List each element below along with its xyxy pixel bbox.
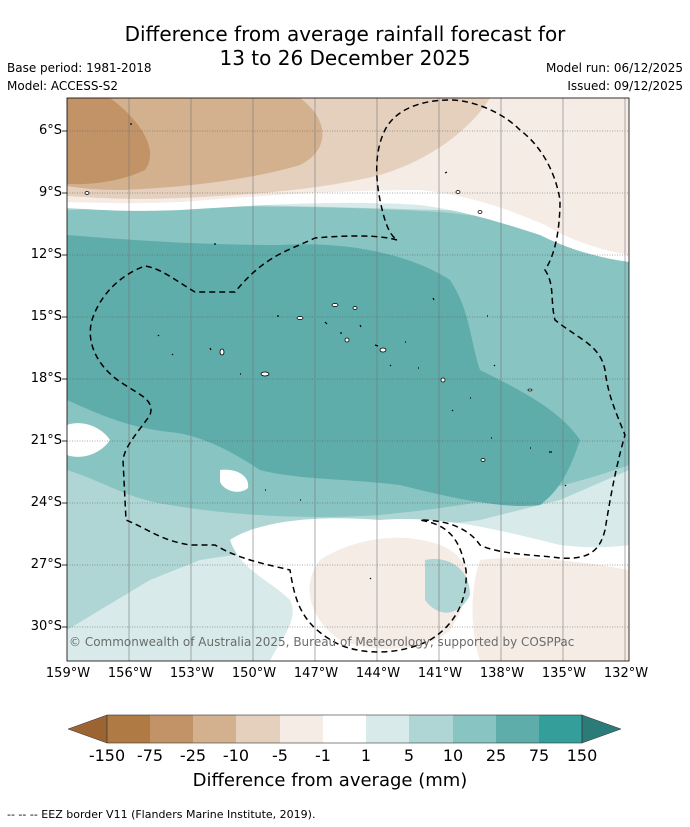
title-line-2: 13 to 26 December 2025	[219, 46, 471, 70]
colorbar-bin	[150, 715, 193, 743]
model-run: Model run: 06/12/2025	[545, 61, 683, 75]
graticule	[67, 130, 629, 628]
colorbar-bin	[366, 715, 409, 743]
colorbar-tick: 5	[403, 746, 415, 765]
colorbar-tick: 1	[360, 746, 372, 765]
colorbar-bin	[453, 715, 496, 743]
map-title: Difference from average rainfall forecas…	[0, 22, 690, 70]
lon-label: 153°W	[169, 666, 215, 681]
lat-label: 6°S	[38, 123, 62, 138]
colorbar-bin	[236, 715, 280, 743]
lon-label: 147°W	[293, 666, 339, 681]
colorbar-extend-high	[581, 714, 622, 744]
map-frame	[66, 97, 630, 662]
colorbar-label: Difference from average (mm)	[192, 770, 468, 791]
field-minus75-to-minus25	[67, 98, 151, 185]
lat-label: 12°S	[30, 247, 62, 262]
lat-label: 9°S	[38, 185, 62, 200]
title-line-1: Difference from average rainfall forecas…	[124, 22, 566, 46]
colorbar-bin	[409, 715, 453, 743]
islands	[84, 190, 533, 462]
map-plot-area	[67, 98, 629, 661]
colorbar-tick: -5	[272, 746, 288, 765]
eez-border	[89, 99, 626, 653]
colorbar-bin	[280, 715, 323, 743]
colorbar-tick: -10	[222, 746, 250, 765]
issued-date: Issued: 09/12/2025	[567, 79, 683, 93]
lat-label: 27°S	[30, 557, 62, 572]
base-period: Base period: 1981-2018	[7, 61, 152, 75]
field-near-zero-island	[220, 469, 249, 492]
atolls	[130, 123, 567, 580]
field-minus5-to-minus1-se	[472, 557, 629, 661]
colorbar	[67, 714, 622, 744]
colorbar-bin	[539, 715, 582, 743]
field-near-zero-sw	[67, 423, 110, 457]
lon-label: 141°W	[417, 666, 463, 681]
lat-label: 15°S	[30, 309, 62, 324]
lat-label: 30°S	[30, 619, 62, 634]
colorbar-bin	[193, 715, 236, 743]
colorbar-tick: -1	[315, 746, 331, 765]
lat-label: 21°S	[30, 433, 62, 448]
colorbar-tick: 75	[528, 746, 550, 765]
meta-right: Model run: 06/12/2025 Issued: 09/12/2025	[546, 59, 683, 95]
model-name: Model: ACCESS-S2	[7, 79, 119, 93]
colorbar-tick: -150	[88, 746, 126, 765]
lon-label: 138°W	[479, 666, 525, 681]
field-25-to-75	[67, 235, 580, 506]
field-wet-pocket-south	[425, 559, 470, 613]
lon-label: 135°W	[541, 666, 587, 681]
lat-label: 24°S	[30, 495, 62, 510]
colorbar-tick: -25	[179, 746, 207, 765]
lon-label: 159°W	[45, 666, 91, 681]
lat-label: 18°S	[30, 371, 62, 386]
axis-ticks	[62, 130, 67, 628]
colorbar-tick: 25	[485, 746, 507, 765]
colorbar-tick: 10	[442, 746, 464, 765]
colorbar-tick: 150	[566, 746, 598, 765]
meridians	[128, 98, 626, 661]
colorbar-bin	[107, 715, 150, 743]
lon-label: 144°W	[355, 666, 401, 681]
lon-label: 150°W	[231, 666, 277, 681]
colorbar-frame	[106, 714, 583, 744]
colorbar-bin	[496, 715, 539, 743]
meta-left: Base period: 1981-2018 Model: ACCESS-S2	[7, 59, 152, 95]
colorbar-extend-low	[67, 714, 108, 744]
colorbar-bin	[323, 715, 366, 743]
lon-label: 156°W	[107, 666, 153, 681]
lon-label: 132°W	[603, 666, 649, 681]
colorbar-tick: -75	[136, 746, 164, 765]
copyright-notice: © Commonwealth of Australia 2025, Bureau…	[69, 635, 575, 649]
eez-footnote: -- -- -- EEZ border V11 (Flanders Marine…	[7, 808, 316, 821]
